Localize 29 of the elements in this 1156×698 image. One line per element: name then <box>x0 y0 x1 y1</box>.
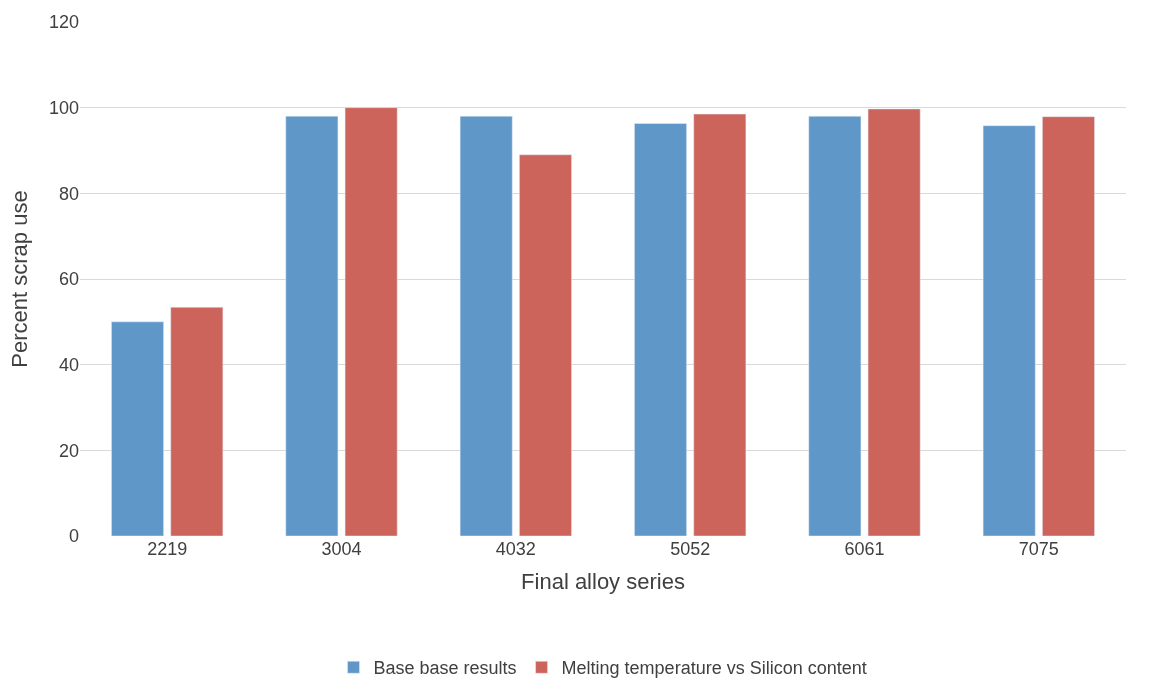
x-tick-label: 2219 <box>147 539 188 559</box>
y-tick-label: 100 <box>48 97 79 118</box>
x-tick-label: 5052 <box>670 539 711 559</box>
bar <box>285 115 339 536</box>
bar <box>459 115 513 536</box>
bar <box>519 154 572 536</box>
bar <box>344 107 398 536</box>
y-tick-label: 0 <box>68 526 79 547</box>
bar <box>693 113 747 536</box>
x-tick-label: 3004 <box>321 539 362 559</box>
bar <box>867 108 921 536</box>
bar <box>808 115 862 536</box>
x-axis-title: Final alloy series <box>521 568 685 594</box>
bar <box>1042 116 1095 536</box>
y-tick-label: 120 <box>48 12 79 33</box>
legend-label: Base base results <box>373 658 517 679</box>
bar <box>111 321 164 536</box>
y-axis-title: Percent scrap use <box>6 190 32 368</box>
x-tick-label: 4032 <box>495 539 536 559</box>
bar <box>982 125 1036 536</box>
x-tick-label: 6061 <box>844 539 885 559</box>
y-tick-label: 20 <box>58 440 79 461</box>
bar <box>170 307 224 536</box>
y-tick-label: 40 <box>58 354 79 375</box>
bar <box>634 123 687 536</box>
y-tick-label: 80 <box>58 183 79 204</box>
y-tick-label: 60 <box>58 269 79 290</box>
legend-label: Melting temperature vs Silicon content <box>561 658 867 679</box>
x-tick-label: 7075 <box>1018 539 1059 559</box>
